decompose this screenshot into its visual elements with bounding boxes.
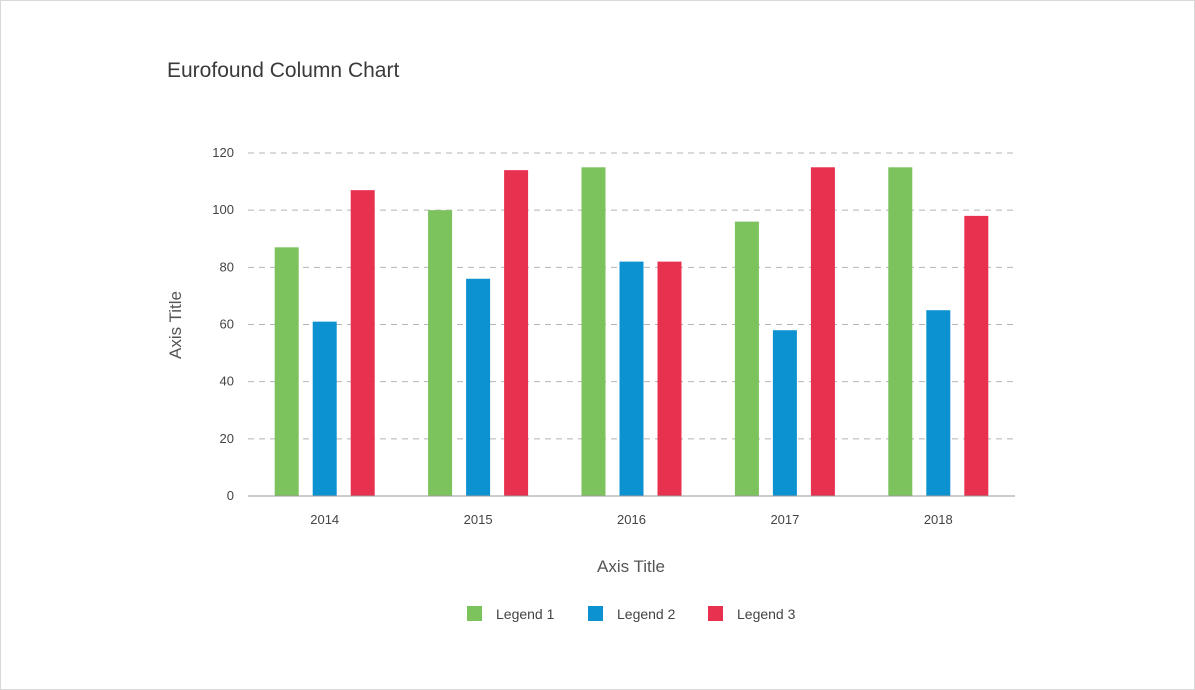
bar-2018-series-2 [926,310,951,496]
bar-2016-series-3 [657,261,682,496]
legend-label: Legend 2 [617,606,676,622]
y-tick-label: 60 [220,317,234,332]
bars [274,167,989,497]
x-tick-label: 2018 [924,512,953,527]
bar-2015-series-3 [504,170,529,496]
legend-label: Legend 1 [496,606,555,622]
bar-2014-series-2 [312,321,337,496]
y-tick-label: 20 [220,431,234,446]
legend-label: Legend 3 [737,606,796,622]
x-tick-label: 2015 [464,512,493,527]
bar-2017-series-2 [772,330,797,496]
gridlines [248,152,1015,440]
y-tick-label: 120 [212,145,234,160]
axes: 0 20 40 60 80 100 120 2014 2015 2016 2017 2018 Axis … [166,145,1015,576]
bar-2016-series-2 [619,261,644,496]
x-tick-label: 2017 [770,512,799,527]
bar-2017-series-3 [810,167,835,496]
bar-2014-series-1 [274,247,299,496]
legend-swatch [467,606,482,621]
legend-swatch [708,606,723,621]
chart-title: Eurofound Column Chart [167,59,400,82]
legend: Legend 1 Legend 2 Legend 3 [467,606,796,622]
y-axis-title: Axis Title [166,291,185,359]
legend-swatch [588,606,603,621]
bar-2015-series-1 [428,210,453,496]
x-tick-label: 2016 [617,512,646,527]
bar-2018-series-3 [964,215,989,496]
bar-2017-series-1 [734,221,759,496]
x-tick-label: 2014 [310,512,339,527]
x-axis-title: Axis Title [597,557,665,576]
y-tick-label: 0 [227,488,234,503]
bar-2018-series-1 [888,167,913,496]
y-tick-label: 40 [220,374,234,389]
bar-2016-series-1 [581,167,606,496]
bar-2014-series-3 [350,190,375,497]
bar-2015-series-2 [466,278,491,496]
y-tick-label: 100 [212,202,234,217]
y-tick-label: 80 [220,259,234,274]
